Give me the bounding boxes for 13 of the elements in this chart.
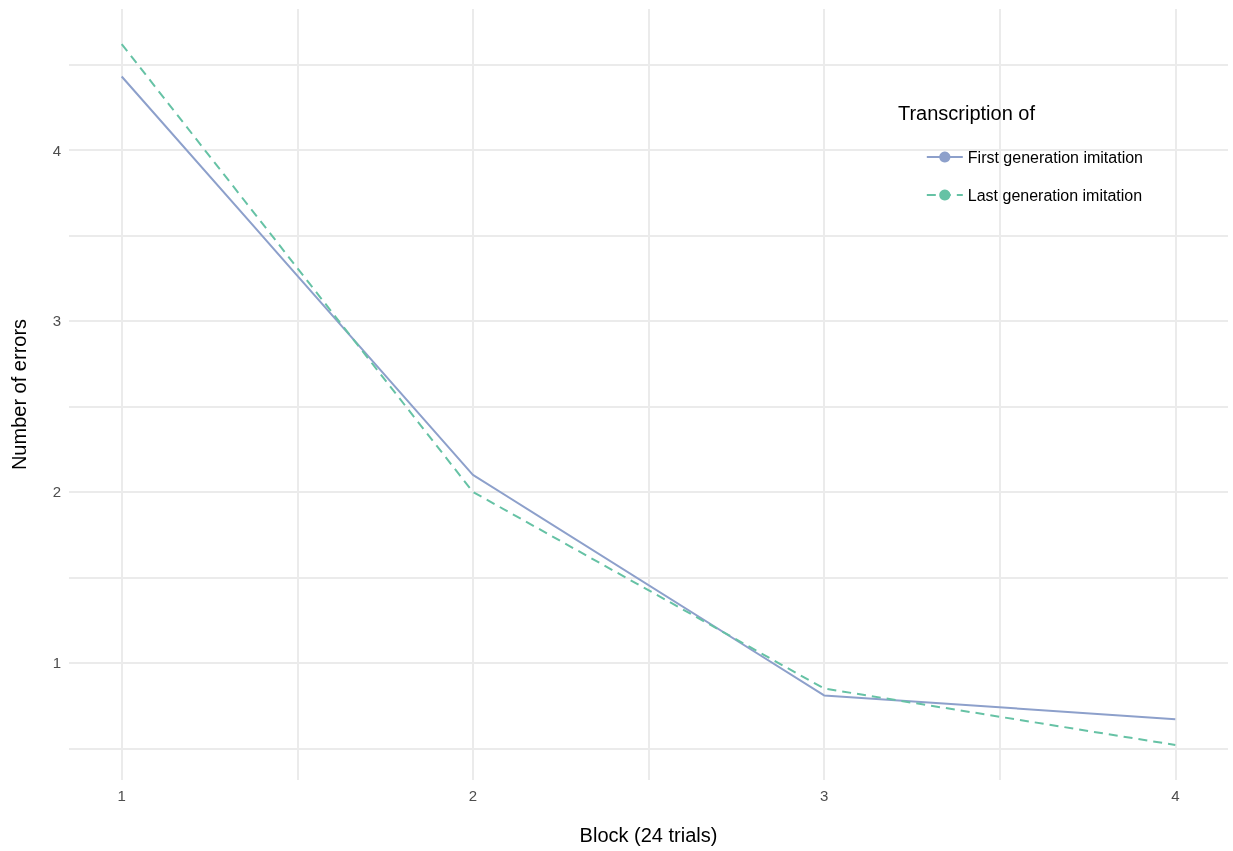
y-tick-label: 3 xyxy=(52,312,61,330)
y-tick-label: 1 xyxy=(52,654,61,672)
x-tick-label: 4 xyxy=(1171,787,1180,804)
x-axis-title: Block (24 trials) xyxy=(579,824,718,846)
legend-label: First generation imitation xyxy=(967,148,1143,166)
y-axis-title: Number of errors xyxy=(8,318,30,471)
legend-title: Transcription of xyxy=(897,102,1036,124)
x-tick-label: 3 xyxy=(819,787,829,804)
legend-label: Last generation imitation xyxy=(967,186,1143,204)
y-tick-label: 4 xyxy=(52,141,61,159)
x-tick-label: 1 xyxy=(117,787,126,804)
x-tick-label: 2 xyxy=(468,787,478,804)
y-tick-label: 2 xyxy=(52,483,61,501)
